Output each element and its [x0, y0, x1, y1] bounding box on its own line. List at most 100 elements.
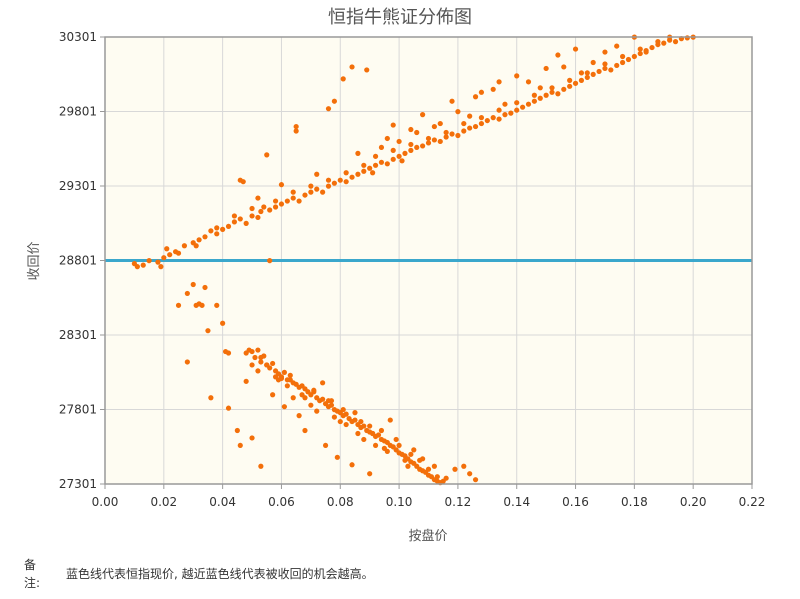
- data-point: [287, 377, 293, 383]
- data-point: [175, 302, 182, 308]
- data-point: [370, 170, 376, 176]
- data-point: [314, 186, 320, 192]
- data-point: [537, 95, 543, 101]
- data-point: [290, 195, 296, 201]
- data-point: [208, 395, 214, 401]
- x-axis-ticks: 0.00 0.02 0.04 0.06 0.08 0.10 0.12 0.14 0.16 0.18…: [92, 484, 765, 509]
- data-point: [649, 44, 655, 51]
- data-point: [637, 46, 643, 52]
- data-point: [437, 120, 443, 127]
- data-point: [355, 430, 361, 437]
- data-point: [478, 120, 485, 127]
- data-point: [661, 40, 667, 46]
- data-point: [220, 320, 226, 326]
- data-point: [249, 205, 255, 212]
- data-point: [361, 423, 367, 429]
- data-point: [578, 77, 585, 83]
- data-point: [358, 418, 364, 425]
- data-point: [520, 104, 526, 110]
- data-point: [514, 100, 520, 106]
- data-point: [202, 234, 208, 240]
- data-point: [375, 432, 382, 438]
- data-point: [293, 128, 299, 134]
- data-point: [434, 474, 440, 480]
- x-tick-label: 0.02: [150, 495, 177, 509]
- data-point: [255, 368, 261, 374]
- data-point: [361, 168, 367, 174]
- data-point: [290, 189, 296, 195]
- x-tick-label: 0.00: [92, 495, 119, 509]
- data-point: [214, 231, 220, 237]
- data-point: [614, 62, 620, 69]
- data-point: [408, 451, 414, 457]
- data-point: [181, 243, 188, 249]
- data-point: [417, 457, 423, 463]
- data-point: [278, 201, 285, 207]
- data-point: [184, 359, 190, 365]
- data-point: [578, 70, 585, 76]
- data-point: [237, 216, 243, 222]
- data-point: [561, 64, 567, 70]
- y-tick-label: 27301: [59, 477, 97, 491]
- data-point: [396, 442, 402, 449]
- data-point: [572, 80, 579, 86]
- data-point: [325, 398, 332, 404]
- data-point: [328, 402, 335, 408]
- data-point: [349, 64, 355, 70]
- data-point: [443, 134, 449, 140]
- data-point: [352, 417, 358, 423]
- data-point: [164, 246, 170, 252]
- data-point: [402, 150, 408, 156]
- y-axis-ticks: 27301 27801 28301 28801 29301 29801 30301: [59, 30, 105, 491]
- data-point: [331, 98, 337, 104]
- data-point: [590, 59, 596, 66]
- data-point: [472, 94, 479, 100]
- data-point: [302, 427, 308, 434]
- data-point: [343, 421, 349, 428]
- data-point: [214, 225, 220, 231]
- data-point: [243, 220, 249, 226]
- data-point: [258, 354, 264, 361]
- data-point: [411, 447, 417, 453]
- data-point: [561, 86, 567, 92]
- data-point: [161, 255, 167, 261]
- data-point: [140, 262, 146, 268]
- data-point: [196, 237, 202, 243]
- data-point: [308, 189, 314, 195]
- data-point: [402, 457, 408, 463]
- scatter-chart: 恒指牛熊证分佈图 27301 27801 28301 28801 29301 29801 3…: [27, 7, 765, 544]
- data-point: [496, 107, 502, 113]
- data-point: [199, 302, 205, 308]
- data-point: [420, 112, 426, 118]
- data-point: [390, 156, 396, 162]
- data-point: [249, 213, 255, 219]
- data-point: [390, 122, 396, 128]
- data-point: [381, 445, 387, 451]
- data-point: [258, 359, 264, 365]
- data-point: [425, 135, 432, 142]
- data-point: [337, 418, 343, 425]
- data-point: [367, 471, 373, 477]
- data-point: [584, 74, 590, 80]
- x-tick-label: 0.08: [327, 495, 354, 509]
- data-point: [531, 92, 537, 98]
- data-point: [408, 126, 414, 133]
- data-point: [225, 405, 232, 411]
- data-point: [372, 153, 379, 159]
- data-point: [290, 395, 296, 401]
- data-point: [272, 374, 279, 380]
- data-point: [331, 180, 337, 186]
- data-point: [455, 132, 461, 139]
- data-point: [425, 140, 432, 146]
- data-point: [449, 98, 455, 104]
- data-point: [249, 435, 255, 441]
- data-point: [631, 53, 637, 60]
- data-point: [478, 89, 485, 95]
- data-point: [625, 56, 632, 63]
- data-point: [225, 223, 232, 229]
- data-point: [372, 442, 379, 449]
- data-point: [320, 189, 326, 195]
- data-point: [352, 410, 358, 416]
- data-point: [537, 85, 543, 91]
- data-point: [684, 35, 690, 41]
